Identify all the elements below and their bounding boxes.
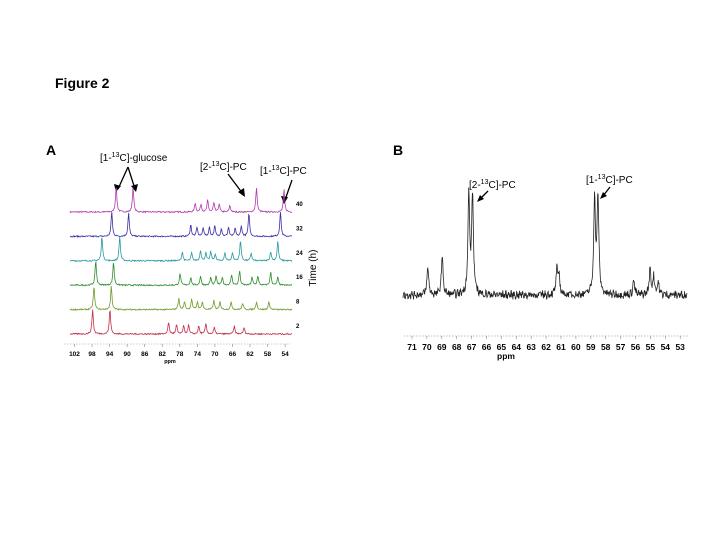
label-part: [2- [200, 162, 212, 173]
label-part: [1- [100, 153, 112, 164]
tick-label-a-98: 98 [88, 351, 96, 358]
tick-label-b-61: 61 [556, 342, 566, 352]
tick-label-b-54: 54 [661, 342, 671, 352]
tick-label-a-62: 62 [246, 351, 254, 358]
label-part: C]-PC [219, 162, 246, 173]
panel-b-letter: B [393, 142, 403, 158]
spectrum-trace-b [402, 187, 688, 301]
tick-label-a-78: 78 [176, 351, 184, 358]
tick-label-b-71: 71 [407, 342, 417, 352]
tick-label-b-70: 70 [422, 342, 432, 352]
label-part: [1- [260, 166, 272, 177]
tick-label-b-55: 55 [646, 342, 656, 352]
spectrum-trace-32h [69, 211, 293, 238]
spectrum-trace-8h [69, 285, 293, 311]
spectrum-trace-16h [69, 261, 293, 287]
time-label-16h: 16 [296, 275, 303, 281]
pc1-arrow-a [284, 179, 293, 201]
spectrum-trace-40h [69, 187, 293, 214]
tick-label-b-65: 65 [497, 342, 507, 352]
label-superscript: 13 [212, 161, 220, 168]
tick-label-a-82: 82 [159, 351, 167, 358]
x-axis-label-b: ppm [497, 351, 515, 361]
tick-label-b-57: 57 [616, 342, 626, 352]
time-label-2h: 2 [296, 324, 300, 330]
tick-label-b-69: 69 [437, 342, 447, 352]
label-2-13c-pc-a: [2-13C]-PC [200, 161, 247, 173]
label-part: [2- [469, 180, 481, 191]
figure-title: Figure 2 [55, 75, 110, 91]
label-1-13c-glucose: [1-13C]-glucose [100, 152, 168, 164]
label-part: C]-glucose [119, 153, 167, 164]
stacked-spectra-a [69, 187, 293, 336]
label-2-13c-pc-b: [2-13C]-PC [469, 179, 516, 191]
pc2-arrowhead-a [238, 188, 245, 197]
ppm-axis-b: 71 70 69 68 67 66 65 64 63 62 61 60 59 58 57 56 55 54 53 pp… [404, 335, 688, 361]
label-superscript: 13 [598, 174, 606, 181]
panel-a: A [1-13C]-glucose [2-13C]-PC [1-13C]-PC … [46, 142, 319, 365]
tick-label-a-70: 70 [211, 351, 219, 358]
label-superscript: 13 [481, 179, 489, 186]
time-label-32h: 32 [296, 226, 303, 232]
tick-label-a-86: 86 [141, 351, 149, 358]
panel-b: B [2-13C]-PC [1-13C]-PC 71 70 69 68 67 66 65 64… [393, 142, 688, 361]
label-superscript: 13 [112, 152, 120, 159]
label-part: C]-PC [488, 180, 515, 191]
tick-label-a-94: 94 [106, 351, 114, 358]
tick-label-a-90: 90 [124, 351, 132, 358]
time-label-40h: 40 [296, 202, 303, 208]
tick-label-a-54: 54 [281, 351, 289, 358]
label-part: C]-PC [279, 166, 306, 177]
label-1-13c-pc-b: [1-13C]-PC [586, 174, 633, 186]
label-part: C]-PC [605, 175, 632, 186]
spectrum-trace-2h [69, 309, 293, 336]
tick-label-b-67: 67 [467, 342, 477, 352]
time-axis-label: Time (h) [308, 250, 319, 287]
label-1-13c-pc-a: [1-13C]-PC [260, 165, 307, 177]
tick-label-b-66: 66 [482, 342, 492, 352]
pc1-arrowhead-b [600, 192, 607, 199]
time-point-labels: 40 32 24 16 8 2 [296, 202, 303, 330]
pc2-arrowhead-b [477, 195, 484, 202]
time-label-8h: 8 [296, 300, 300, 306]
tick-label-b-58: 58 [601, 342, 611, 352]
tick-label-a-58: 58 [264, 351, 272, 358]
x-axis-label-a: ppm [164, 359, 176, 365]
tick-label-b-53: 53 [675, 342, 685, 352]
time-label-24h: 24 [296, 251, 303, 257]
tick-label-b-59: 59 [586, 342, 596, 352]
panel-a-letter: A [46, 142, 56, 158]
tick-label-b-64: 64 [512, 342, 522, 352]
ppm-axis-a: 102 98 94 90 86 82 78 74 70 66 62 58 54 ppm [64, 343, 290, 365]
tick-label-a-66: 66 [229, 351, 237, 358]
glucose-arrowhead-right [131, 184, 138, 192]
label-superscript: 13 [272, 165, 280, 172]
tick-label-a-74: 74 [194, 351, 202, 358]
spectrum-b [402, 187, 688, 301]
tick-label-b-56: 56 [631, 342, 641, 352]
tick-label-a-102: 102 [69, 351, 80, 358]
label-part: [1- [586, 175, 598, 186]
tick-label-b-63: 63 [526, 342, 536, 352]
glucose-arrow-left [117, 166, 129, 190]
tick-label-b-68: 68 [452, 342, 462, 352]
spectrum-trace-24h [69, 236, 293, 263]
tick-label-b-60: 60 [571, 342, 581, 352]
tick-label-b-62: 62 [541, 342, 551, 352]
